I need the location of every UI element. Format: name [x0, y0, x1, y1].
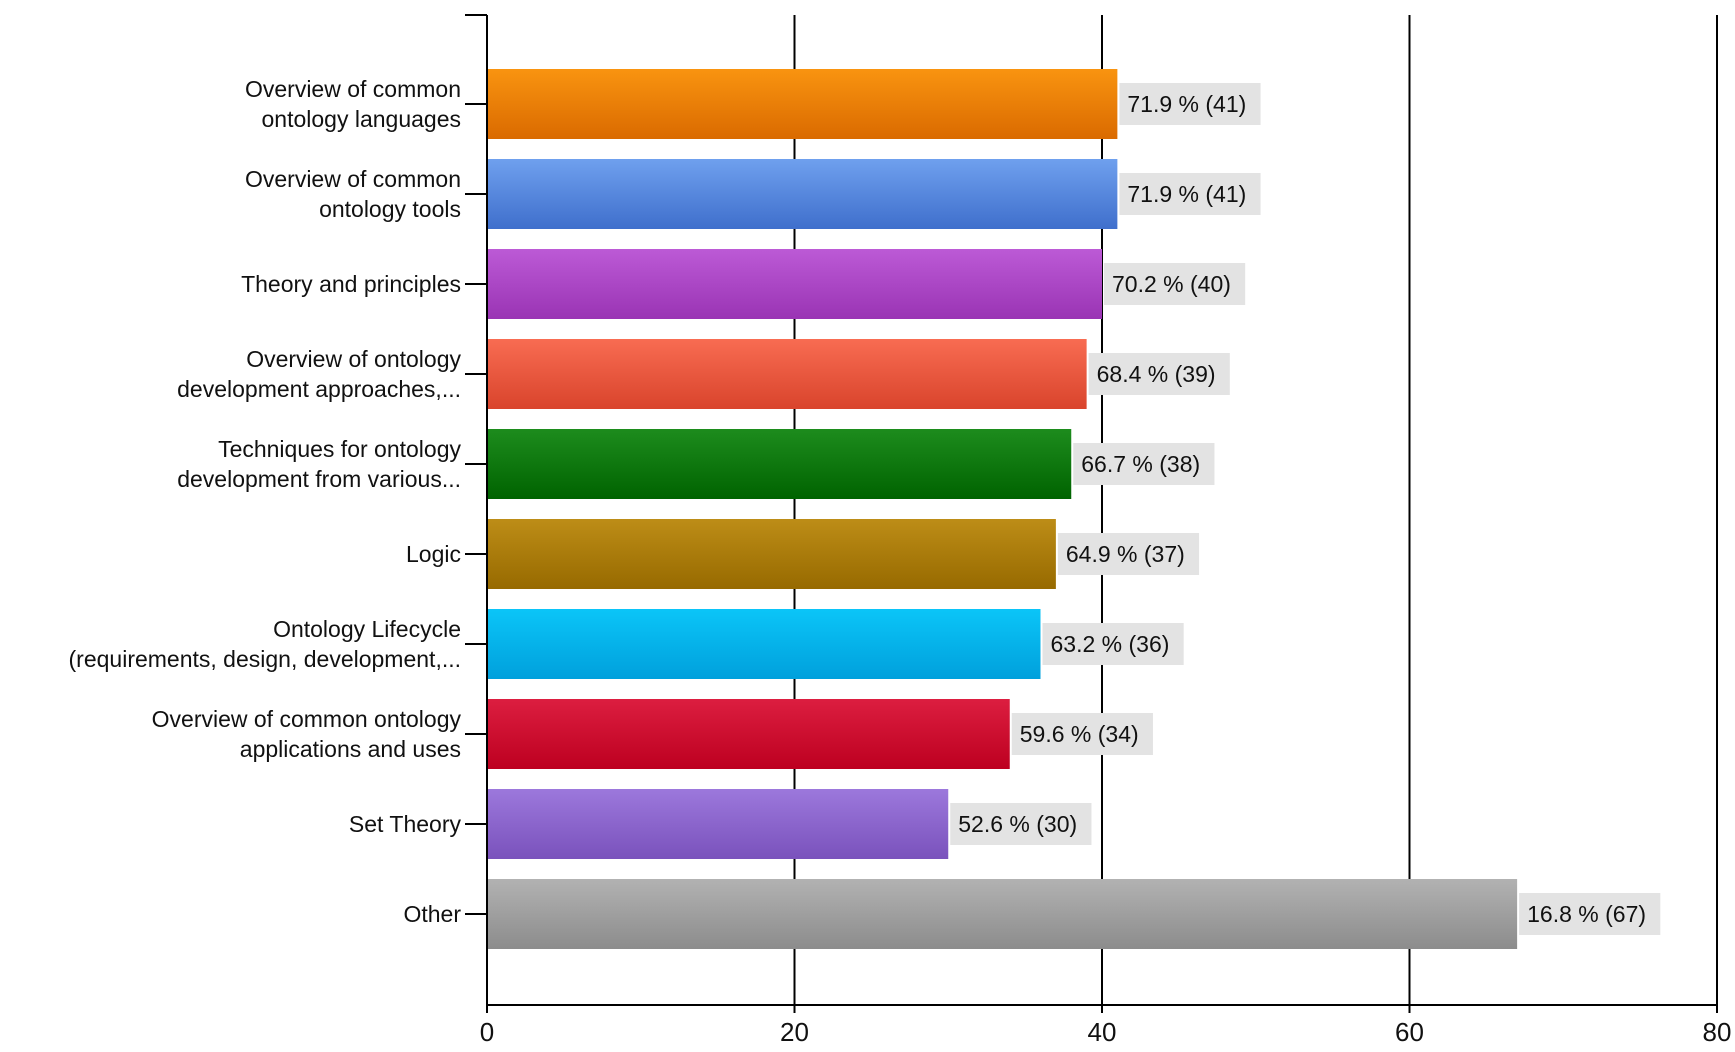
category-label: Overview of common ontology applications …: [152, 706, 462, 762]
category-label: Techniques for ontology development from …: [177, 436, 461, 492]
data-label: 59.6 % (34): [1020, 721, 1139, 747]
data-label-background: [1119, 83, 1261, 125]
data-label-background: [1057, 533, 1200, 575]
bar: [487, 249, 1102, 319]
data-label: 70.2 % (40): [1112, 271, 1231, 297]
category-label: Overview of common ontology tools: [245, 166, 461, 222]
bar: [487, 699, 1010, 769]
category-label-line: ontology languages: [262, 106, 462, 132]
x-tick-label: 20: [780, 1017, 809, 1047]
data-label: 63.2 % (36): [1051, 631, 1170, 657]
category-label-line: Logic: [406, 541, 461, 567]
data-label-background: [1519, 893, 1661, 935]
data-label-background: [950, 803, 1092, 845]
category-label: Set Theory: [349, 811, 462, 837]
data-label-background: [1088, 353, 1230, 395]
data-label: 71.9 % (41): [1127, 91, 1246, 117]
data-label-background: [1119, 173, 1261, 215]
category-label: Overview of common ontology languages: [245, 76, 461, 132]
category-label-line: Set Theory: [349, 811, 462, 837]
category-label-line: Overview of common: [245, 76, 461, 102]
data-label-background: [1073, 443, 1215, 485]
bar: [487, 339, 1087, 409]
category-label-line: Overview of common: [245, 166, 461, 192]
x-tick-label: 0: [480, 1017, 494, 1047]
category-label: Other: [403, 901, 461, 927]
category-label-line: development approaches,...: [177, 376, 461, 402]
data-label: 68.4 % (39): [1097, 361, 1216, 387]
data-label: 66.7 % (38): [1081, 451, 1200, 477]
category-label: Logic: [406, 541, 461, 567]
bar: [487, 159, 1118, 229]
x-tick-label: 40: [1088, 1017, 1117, 1047]
bar: [487, 879, 1518, 949]
data-label: 64.9 % (37): [1066, 541, 1185, 567]
x-tick-label: 80: [1703, 1017, 1732, 1047]
category-label-line: (requirements, design, development,...: [69, 646, 461, 672]
category-label-line: ontology tools: [319, 196, 461, 222]
data-label: 52.6 % (30): [958, 811, 1077, 837]
category-label: Ontology Lifecycle (requirements, design,…: [69, 616, 461, 672]
bar: [487, 429, 1072, 499]
category-label-line: Other: [403, 901, 461, 927]
category-label-line: Techniques for ontology: [218, 436, 461, 462]
data-label-background: [1011, 713, 1153, 755]
bar: [487, 789, 949, 859]
category-label-line: Theory and principles: [241, 271, 461, 297]
category-label-line: Ontology Lifecycle: [273, 616, 461, 642]
category-label: Overview of ontology development approach…: [177, 346, 461, 402]
category-label-line: development from various...: [177, 466, 461, 492]
data-label: 71.9 % (41): [1127, 181, 1246, 207]
bar: [487, 609, 1041, 679]
category-label: Theory and principles: [241, 271, 461, 297]
x-tick-label: 60: [1395, 1017, 1424, 1047]
bar: [487, 519, 1056, 589]
data-label-background: [1104, 263, 1246, 305]
category-label-line: Overview of common ontology: [152, 706, 462, 732]
bar: [487, 69, 1118, 139]
category-label-line: Overview of ontology: [246, 346, 461, 372]
data-label: 16.8 % (67): [1527, 901, 1646, 927]
data-label-background: [1042, 623, 1184, 665]
category-label-line: applications and uses: [240, 736, 461, 762]
